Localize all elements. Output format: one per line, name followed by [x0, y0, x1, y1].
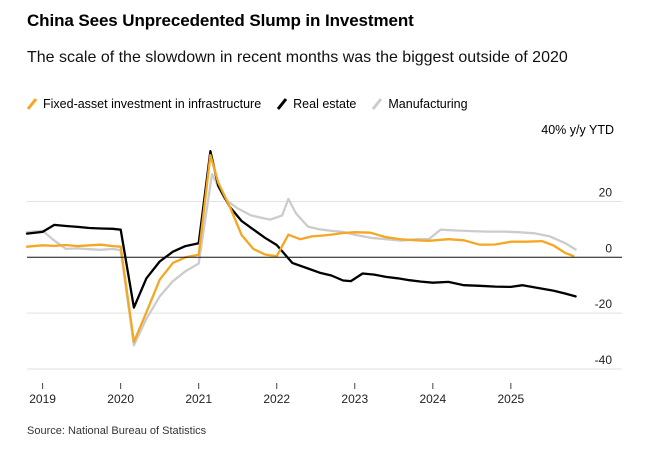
chart-title: China Sees Unprecedented Slump in Invest… — [27, 11, 414, 30]
legend-label-infrastructure: Fixed-asset investment in infrastructure — [43, 97, 262, 111]
y-axis-ticks: 20 0 -20 -40 — [595, 185, 613, 367]
x-tick-label: 2022 — [263, 392, 290, 406]
series-line-fixed-asset-investment-in-infrastructure[interactable] — [25, 153, 575, 344]
x-tick-label: 2023 — [341, 392, 368, 406]
y-tick-label: 0 — [605, 241, 612, 255]
legend-label-manufacturing: Manufacturing — [388, 97, 468, 111]
legend-item-real-estate[interactable]: Real estate — [277, 97, 356, 111]
legend-label-real-estate: Real estate — [293, 97, 357, 111]
chart-legend: Fixed-asset investment in infrastructure… — [27, 97, 484, 111]
series-line-manufacturing[interactable] — [25, 172, 577, 347]
legend-item-infrastructure[interactable]: Fixed-asset investment in infrastructure — [27, 97, 261, 111]
y-tick-label: 20 — [599, 185, 613, 199]
series-line-real-estate[interactable] — [25, 150, 577, 309]
x-axis-ticks: 2019 2020 2021 2022 2023 2024 2025 — [29, 383, 525, 406]
series-lines — [25, 150, 577, 347]
legend-item-manufacturing[interactable]: Manufacturing — [372, 97, 468, 111]
y-axis-unit-label: 40% y/y YTD — [541, 123, 614, 137]
x-tick-label: 2025 — [498, 392, 525, 406]
chart-subtitle: The scale of the slowdown in recent mont… — [27, 49, 568, 66]
x-tick-label: 2020 — [107, 392, 134, 406]
x-tick-label: 2021 — [185, 392, 212, 406]
y-tick-label: -20 — [595, 297, 613, 311]
x-tick-label: 2019 — [29, 392, 56, 406]
source-note: Source: National Bureau of Statistics — [27, 425, 207, 437]
x-tick-label: 2024 — [419, 392, 446, 406]
y-tick-label: -40 — [595, 353, 613, 367]
gridlines — [27, 200, 622, 370]
legend-swatch-infrastructure — [27, 98, 37, 110]
legend-swatch-manufacturing — [372, 98, 383, 110]
legend-swatch-real-estate — [277, 98, 288, 110]
